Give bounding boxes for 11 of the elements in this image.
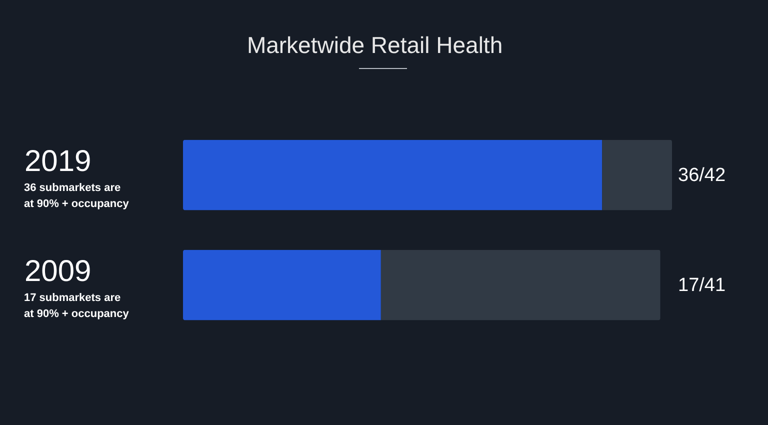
y-tick-label: 2019 bbox=[24, 145, 92, 178]
bar bbox=[380, 250, 660, 320]
data-label: 36/42 bbox=[678, 165, 726, 186]
bar bbox=[602, 140, 672, 210]
bar bbox=[183, 250, 381, 320]
y-tick-label: 2009 bbox=[24, 255, 92, 288]
bar bbox=[183, 140, 602, 210]
text: 36 submarkets are at 90% + occupancy bbox=[24, 182, 130, 210]
text: 17 submarkets are at 90% + occupancy bbox=[24, 292, 130, 320]
chart-title: Marketwide Retail Health bbox=[246, 32, 503, 58]
data-label: 17/41 bbox=[678, 275, 726, 296]
